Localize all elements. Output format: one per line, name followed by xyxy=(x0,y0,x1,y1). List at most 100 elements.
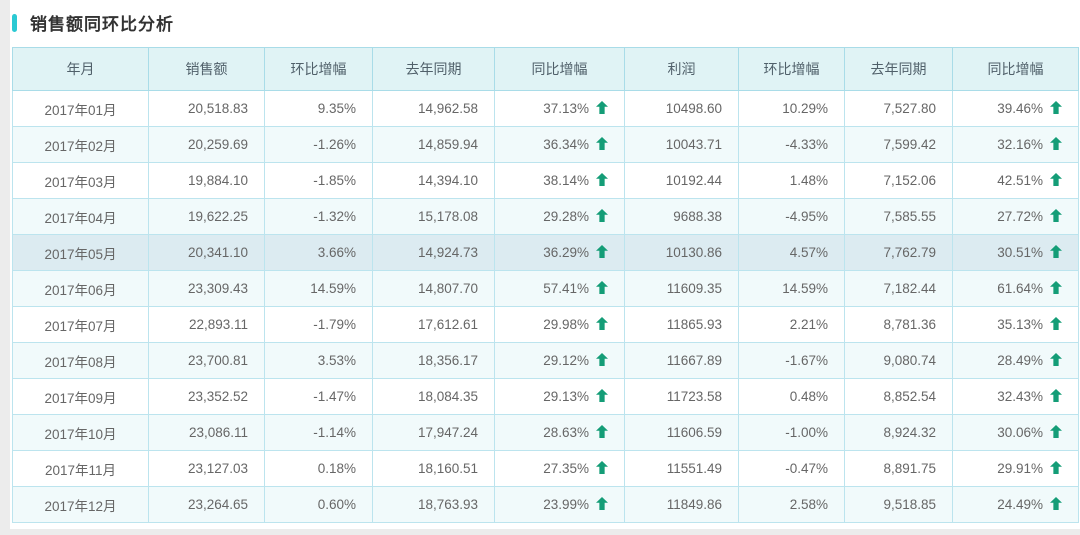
profit-yoy-cell: 30.06% xyxy=(952,414,1079,451)
up-arrow-icon xyxy=(1050,137,1062,150)
sales-cell: 23,264.65 xyxy=(148,486,265,523)
up-arrow-icon xyxy=(1050,497,1062,510)
sales-mom-cell: 3.66% xyxy=(264,234,373,271)
sales-yoy-cell: 27.35% xyxy=(494,450,625,487)
column-header: 同比增幅 xyxy=(952,47,1079,91)
profit-mom-cell: 10.29% xyxy=(738,90,845,127)
table-row[interactable]: 2017年08月 23,700.81 3.53% 18,356.17 29.12% 116… xyxy=(12,342,1079,379)
column-header: 销售额 xyxy=(148,47,265,91)
sales-yoy-cell: 37.13% xyxy=(494,90,625,127)
table-row[interactable]: 2017年05月 20,341.10 3.66% 14,924.73 36.29% 101… xyxy=(12,234,1079,271)
profit-cell: 11865.93 xyxy=(624,306,739,343)
yoy-value: 28.49% xyxy=(997,353,1043,368)
yoy-value: 37.13% xyxy=(543,101,589,116)
profit-yoy-cell: 24.49% xyxy=(952,486,1079,523)
yoy-value: 29.28% xyxy=(543,209,589,224)
table-body: 2017年01月 20,518.83 9.35% 14,962.58 37.13% 104… xyxy=(12,90,1079,523)
sales-cell: 20,259.69 xyxy=(148,126,265,163)
table-row[interactable]: 2017年11月 23,127.03 0.18% 18,160.51 27.35% 115… xyxy=(12,450,1079,487)
up-arrow-icon xyxy=(596,425,608,438)
profit-mom-cell: -4.33% xyxy=(738,126,845,163)
up-arrow-icon xyxy=(1050,173,1062,186)
sales-cell: 23,086.11 xyxy=(148,414,265,451)
up-arrow-icon xyxy=(1050,425,1062,438)
sales-lastyear-cell: 14,924.73 xyxy=(372,234,495,271)
table-row[interactable]: 2017年10月 23,086.11 -1.14% 17,947.24 28.63% 11… xyxy=(12,414,1079,451)
sales-analysis-table: 年月 销售额 环比增幅 去年同期 同比增幅 利润 环比增幅 去年同期 同比增幅 2017年01月… xyxy=(12,47,1079,523)
sales-lastyear-cell: 15,178.08 xyxy=(372,198,495,235)
profit-cell: 9688.38 xyxy=(624,198,739,235)
sales-lastyear-cell: 17,612.61 xyxy=(372,306,495,343)
profit-yoy-cell: 30.51% xyxy=(952,234,1079,271)
profit-cell: 10498.60 xyxy=(624,90,739,127)
profit-yoy-cell: 39.46% xyxy=(952,90,1079,127)
sales-cell: 22,893.11 xyxy=(148,306,265,343)
yoy-value: 57.41% xyxy=(543,281,589,296)
yoy-value: 38.14% xyxy=(543,173,589,188)
sales-cell: 19,884.10 xyxy=(148,162,265,199)
profit-lastyear-cell: 8,924.32 xyxy=(844,414,953,451)
sales-yoy-cell: 28.63% xyxy=(494,414,625,451)
table-row[interactable]: 2017年02月 20,259.69 -1.26% 14,859.94 36.34% 10… xyxy=(12,126,1079,163)
sales-yoy-cell: 29.98% xyxy=(494,306,625,343)
yoy-value: 29.13% xyxy=(543,389,589,404)
yoy-value: 32.43% xyxy=(997,389,1043,404)
profit-mom-cell: 0.48% xyxy=(738,378,845,415)
profit-lastyear-cell: 8,852.54 xyxy=(844,378,953,415)
profit-mom-cell: -1.00% xyxy=(738,414,845,451)
table-row[interactable]: 2017年09月 23,352.52 -1.47% 18,084.35 29.13% 11… xyxy=(12,378,1079,415)
yoy-value: 35.13% xyxy=(997,317,1043,332)
table-row[interactable]: 2017年12月 23,264.65 0.60% 18,763.93 23.99% 118… xyxy=(12,486,1079,523)
sales-lastyear-cell: 14,962.58 xyxy=(372,90,495,127)
sales-mom-cell: -1.47% xyxy=(264,378,373,415)
table-row[interactable]: 2017年06月 23,309.43 14.59% 14,807.70 57.41% 11… xyxy=(12,270,1079,307)
profit-lastyear-cell: 9,518.85 xyxy=(844,486,953,523)
yoy-value: 29.12% xyxy=(543,353,589,368)
up-arrow-icon xyxy=(1050,245,1062,258)
profit-cell: 11667.89 xyxy=(624,342,739,379)
up-arrow-icon xyxy=(1050,281,1062,294)
table-row[interactable]: 2017年03月 19,884.10 -1.85% 14,394.10 38.14% 10… xyxy=(12,162,1079,199)
month-cell: 2017年07月 xyxy=(12,306,149,343)
sales-cell: 23,352.52 xyxy=(148,378,265,415)
profit-cell: 11723.58 xyxy=(624,378,739,415)
yoy-value: 27.35% xyxy=(543,461,589,476)
up-arrow-icon xyxy=(1050,317,1062,330)
sales-cell: 23,700.81 xyxy=(148,342,265,379)
yoy-value: 29.98% xyxy=(543,317,589,332)
up-arrow-icon xyxy=(1050,101,1062,114)
table-row[interactable]: 2017年01月 20,518.83 9.35% 14,962.58 37.13% 104… xyxy=(12,90,1079,127)
sales-lastyear-cell: 14,394.10 xyxy=(372,162,495,199)
sales-lastyear-cell: 18,763.93 xyxy=(372,486,495,523)
profit-mom-cell: 2.21% xyxy=(738,306,845,343)
sales-cell: 20,341.10 xyxy=(148,234,265,271)
column-header: 利润 xyxy=(624,47,739,91)
sales-yoy-cell: 57.41% xyxy=(494,270,625,307)
yoy-value: 61.64% xyxy=(997,281,1043,296)
column-header: 去年同期 xyxy=(372,47,495,91)
column-header: 年月 xyxy=(12,47,149,91)
profit-cell: 10130.86 xyxy=(624,234,739,271)
profit-yoy-cell: 28.49% xyxy=(952,342,1079,379)
sales-lastyear-cell: 18,356.17 xyxy=(372,342,495,379)
yoy-value: 23.99% xyxy=(543,497,589,512)
up-arrow-icon xyxy=(596,353,608,366)
table-header: 年月 销售额 环比增幅 去年同期 同比增幅 利润 环比增幅 去年同期 同比增幅 xyxy=(12,47,1079,91)
sales-yoy-cell: 29.12% xyxy=(494,342,625,379)
profit-lastyear-cell: 7,182.44 xyxy=(844,270,953,307)
table-row[interactable]: 2017年07月 22,893.11 -1.79% 17,612.61 29.98% 11… xyxy=(12,306,1079,343)
up-arrow-icon xyxy=(1050,353,1062,366)
sales-yoy-cell: 36.34% xyxy=(494,126,625,163)
profit-cell: 11606.59 xyxy=(624,414,739,451)
sales-mom-cell: 9.35% xyxy=(264,90,373,127)
sales-mom-cell: 0.60% xyxy=(264,486,373,523)
month-cell: 2017年09月 xyxy=(12,378,149,415)
profit-lastyear-cell: 7,152.06 xyxy=(844,162,953,199)
profit-lastyear-cell: 8,891.75 xyxy=(844,450,953,487)
sales-cell: 20,518.83 xyxy=(148,90,265,127)
sales-mom-cell: 3.53% xyxy=(264,342,373,379)
table-row[interactable]: 2017年04月 19,622.25 -1.32% 15,178.08 29.28% 96… xyxy=(12,198,1079,235)
profit-mom-cell: -1.67% xyxy=(738,342,845,379)
sales-yoy-cell: 38.14% xyxy=(494,162,625,199)
sales-cell: 19,622.25 xyxy=(148,198,265,235)
